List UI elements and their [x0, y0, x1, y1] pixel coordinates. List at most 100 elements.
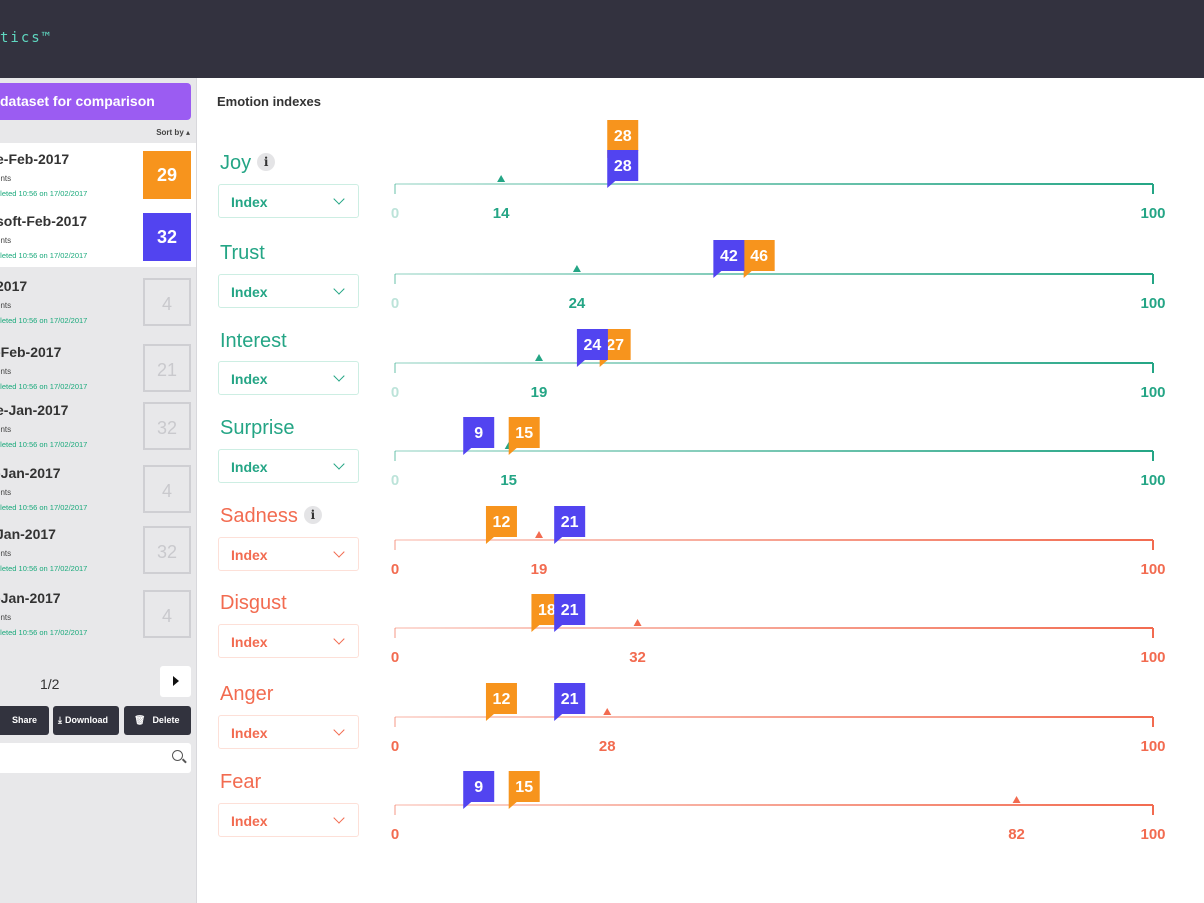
blue-flag-label: 9	[474, 779, 483, 796]
scale-tick-min	[394, 540, 396, 550]
emotion-name: Trust	[220, 242, 265, 264]
search-icon	[172, 750, 183, 761]
sidebar: dataset for comparison Sort by ▴ e-Feb-2…	[0, 78, 197, 903]
average-marker	[497, 175, 506, 182]
delete-button-label: Delete	[152, 715, 180, 725]
metric-select-sadness[interactable]: Index	[218, 537, 359, 571]
emotion-name: Sadness	[220, 505, 298, 527]
scale-line	[395, 273, 1153, 275]
metric-select-value: Index	[231, 547, 268, 563]
orange-flag	[485, 506, 517, 544]
average-marker	[633, 619, 642, 626]
dataset-score-badge: 32	[143, 402, 191, 450]
dataset-score-badge: 4	[143, 465, 191, 513]
average-marker	[1012, 796, 1021, 803]
info-icon[interactable]: i	[257, 153, 276, 171]
average-marker	[535, 354, 544, 361]
dataset-item[interactable]: Jan-2017 ents pleted 10:56 on 17/02/2017 32	[0, 518, 196, 580]
metric-select-joy[interactable]: Index	[218, 184, 359, 218]
average-value-label: 82	[1008, 826, 1025, 843]
dataset-item[interactable]: -Feb-2017 ents pleted 10:56 on 17/02/2017 2…	[0, 336, 196, 398]
search-input[interactable]	[0, 743, 191, 773]
metric-select-value: Index	[231, 284, 268, 300]
scale-row: 0 100 32 18 21	[391, 594, 1166, 666]
blue-flag	[554, 594, 586, 632]
page-title: Emotion indexes	[217, 94, 322, 109]
dataset-item[interactable]: 2017 ents pleted 10:56 on 17/02/2017 4	[0, 270, 196, 332]
sort-by-control[interactable]: Sort by ▴	[156, 128, 190, 137]
dataset-score-badge: 29	[143, 151, 191, 199]
orange-flag-label: 28	[614, 128, 632, 145]
scale-line	[395, 450, 1153, 452]
scale-row: 0 100 19 12 21	[391, 506, 1166, 578]
scale-tick-max	[1152, 628, 1154, 638]
emotion-name: Surprise	[220, 417, 295, 439]
dataset-item[interactable]: soft-Feb-2017 ents pleted 10:56 on 17/02/2…	[0, 205, 196, 267]
blue-flag-label: 21	[561, 514, 579, 531]
dataset-status: pleted 10:56 on 17/02/2017	[0, 503, 88, 512]
orange-flag-label: 27	[606, 337, 624, 354]
top-bar: tics™	[0, 0, 1204, 78]
blue-flag-label: 21	[561, 691, 579, 708]
download-button[interactable]: ⤓ Download	[53, 706, 119, 735]
dataset-subtitle: ents	[0, 301, 12, 310]
dataset-subtitle: ents	[0, 613, 12, 622]
scale-tick-min	[394, 363, 396, 373]
average-value-label: 32	[629, 649, 646, 666]
scale-max-label: 100	[1140, 826, 1165, 843]
orange-flag-label: 46	[750, 248, 768, 265]
dataset-status: pleted 10:56 on 17/02/2017	[0, 628, 88, 637]
scale-tick-max	[1152, 363, 1154, 373]
orange-flag	[743, 240, 775, 278]
metric-select-disgust[interactable]: Index	[218, 624, 359, 658]
scale-line	[395, 804, 1153, 806]
dataset-subtitle: ents	[0, 425, 12, 434]
metric-select-surprise[interactable]: Index	[218, 449, 359, 483]
dataset-subtitle: ents	[0, 549, 12, 558]
emotion-name: Fear	[220, 771, 262, 793]
dataset-status: pleted 10:56 on 17/02/2017	[0, 316, 88, 325]
metric-select-interest[interactable]: Index	[218, 361, 359, 395]
dataset-subtitle: ents	[0, 367, 12, 376]
dataset-item[interactable]: e-Feb-2017 ents pleted 10:56 on 17/02/2017…	[0, 143, 196, 205]
share-button[interactable]: Share	[0, 706, 49, 735]
blue-flag	[576, 329, 608, 367]
download-icon: ⤓	[58, 715, 62, 725]
scale-min-label: 0	[391, 295, 399, 312]
scale-tick-min	[394, 628, 396, 638]
dataset-status: pleted 10:56 on 17/02/2017	[0, 564, 88, 573]
metric-select-fear[interactable]: Index	[218, 803, 359, 837]
add-dataset-button[interactable]: dataset for comparison	[0, 83, 191, 120]
average-value-label: 28	[599, 738, 616, 755]
scale-max-label: 100	[1140, 649, 1165, 666]
blue-flag-label: 42	[720, 248, 738, 265]
metric-select-anger[interactable]: Index	[218, 715, 359, 749]
metric-select-trust[interactable]: Index	[218, 274, 359, 308]
page-indicator: 1/2	[40, 676, 60, 692]
average-marker	[572, 265, 581, 272]
emotion-label-joy: Joy i	[220, 152, 276, 175]
trash-icon: 🗑	[134, 715, 146, 725]
scale-line	[395, 627, 1153, 629]
dataset-item[interactable]: e-Jan-2017 ents pleted 10:56 on 17/02/2017…	[0, 394, 196, 456]
dataset-score-badge: 32	[143, 213, 191, 261]
scale-row: 0 100 15 15 9	[391, 417, 1166, 489]
dataset-item[interactable]: -Jan-2017 ents pleted 10:56 on 17/02/2017 4	[0, 582, 196, 644]
orange-flag-label: 15	[515, 425, 533, 442]
emotion-label-surprise: Surprise	[220, 417, 294, 440]
dataset-name: e-Jan-2017	[0, 402, 69, 418]
emotion-label-anger: Anger	[220, 683, 273, 706]
average-value-label: 15	[500, 472, 517, 489]
info-icon[interactable]: i	[303, 506, 322, 524]
scale-tick-min	[394, 717, 396, 727]
emotion-name: Anger	[220, 683, 274, 705]
scale-line	[395, 716, 1153, 718]
next-page-button[interactable]	[160, 666, 191, 697]
blue-flag	[713, 240, 745, 278]
delete-button[interactable]: 🗑 Delete	[124, 706, 191, 735]
dataset-name: Jan-2017	[0, 526, 56, 542]
dataset-score-badge: 4	[143, 278, 191, 326]
metric-select-value: Index	[231, 725, 268, 741]
dataset-item[interactable]: -Jan-2017 ents pleted 10:56 on 17/02/2017 4	[0, 457, 196, 519]
